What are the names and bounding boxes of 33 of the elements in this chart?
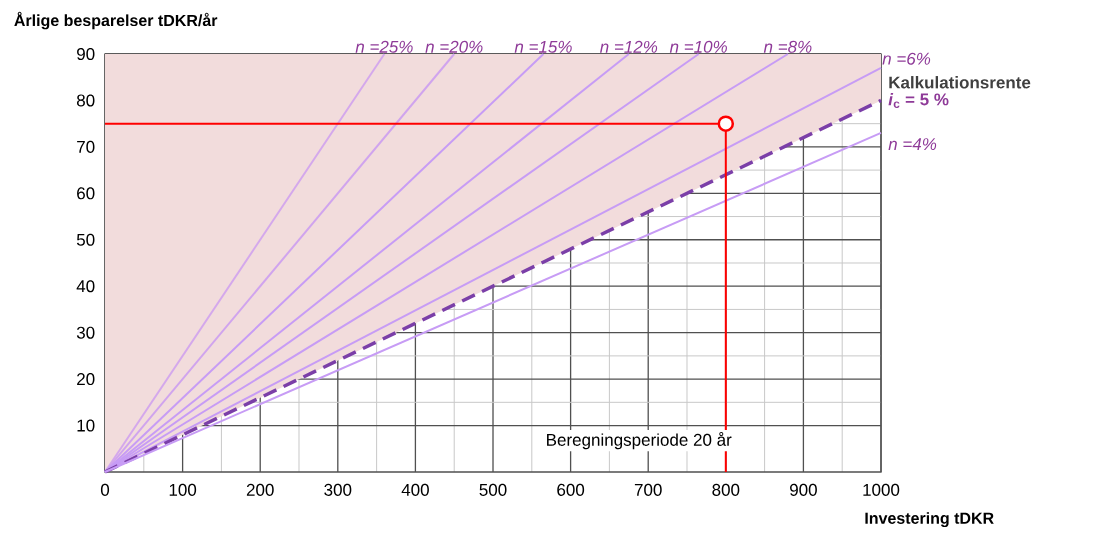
y-tick-label: 30 — [76, 326, 95, 339]
series-label: n =6% — [882, 52, 931, 65]
x-tick-label: 100 — [169, 483, 197, 496]
annotation: Beregningsperiode 20 år — [547, 432, 732, 450]
x-tick-label: 1000 — [863, 483, 900, 496]
x-tick-label: 200 — [246, 483, 274, 496]
y-axis-title: Årlige besparelser tDKR/år — [14, 11, 218, 30]
series-label: n =15% — [514, 40, 572, 53]
y-tick-label: 20 — [77, 373, 95, 386]
x-tick-label: 900 — [790, 483, 817, 496]
y-tick-label: 10 — [77, 419, 95, 432]
series-label: n =10% — [669, 40, 727, 53]
y-tick-label: 80 — [76, 94, 95, 107]
series-label: n =8% — [763, 40, 812, 53]
x-tick-label: 0 — [100, 483, 110, 496]
series-label: i$_{c}$ = 5 % — [888, 92, 949, 108]
x-tick-label: 400 — [401, 483, 429, 496]
x-tick-label: 800 — [712, 483, 740, 496]
x-axis-title: Investering tDKR — [865, 512, 994, 528]
series-label: n =12% — [600, 40, 658, 53]
y-tick-label: 70 — [77, 140, 95, 153]
series-label: n =20% — [425, 40, 483, 53]
x-tick-label: 700 — [634, 483, 662, 496]
y-tick-label: 40 — [76, 280, 95, 293]
series-label: n =4% — [888, 138, 937, 151]
y-tick-label: 90 — [77, 47, 95, 61]
series-label: n =25% — [355, 40, 413, 53]
x-tick-label: 500 — [479, 483, 507, 496]
y-tick-label: 60 — [77, 187, 95, 200]
y-tick-label: 50 — [76, 233, 95, 246]
x-tick-label: 300 — [324, 483, 352, 496]
text: Kalkulationsrente — [889, 76, 1031, 89]
x-tick-label: 600 — [557, 483, 585, 496]
